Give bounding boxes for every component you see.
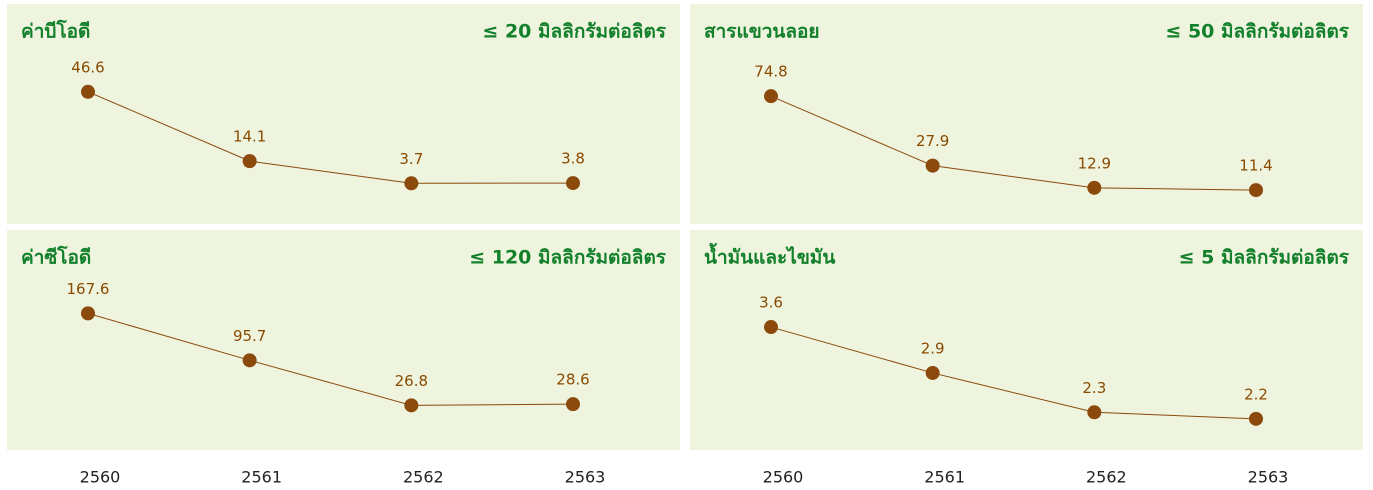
point [242, 353, 257, 368]
line [87, 312, 574, 406]
x-tick-label: 2561 [924, 468, 965, 487]
value-label: 46.6 [71, 58, 104, 76]
value-label: 2.3 [1082, 379, 1106, 397]
value-label: 74.8 [754, 63, 787, 81]
point [404, 176, 419, 191]
point [1249, 183, 1263, 198]
chart-title: สารแขวนลอย [704, 21, 820, 43]
value-label: 14.1 [233, 128, 266, 146]
point [1087, 405, 1102, 420]
value-label: 26.8 [395, 372, 428, 390]
value-label: 28.6 [556, 371, 589, 389]
value-label: 2.2 [1244, 385, 1268, 403]
x-tick-label: 2560 [763, 468, 804, 487]
point [764, 320, 778, 335]
value-label: 3.6 [759, 294, 783, 312]
x-tick-label: 2563 [1248, 468, 1289, 487]
line [87, 91, 574, 184]
panel [690, 230, 1363, 450]
value-label: 3.8 [561, 150, 585, 168]
x-tick-label: 2560 [80, 468, 121, 487]
chart-subtitle: ≤ 5 มิลลิกรัมต่อลิตร [1179, 247, 1350, 269]
point [242, 154, 257, 169]
line [770, 95, 1257, 191]
point [566, 176, 580, 191]
chart-subtitle: ≤ 120 มิลลิกรัมต่อลิตร [469, 247, 667, 269]
point [925, 365, 940, 380]
panel [7, 230, 680, 450]
point [764, 89, 778, 104]
value-label: 167.6 [67, 280, 110, 298]
chart-title: ค่าซีโอดี [21, 246, 91, 269]
x-tick-label: 2562 [1086, 468, 1127, 487]
point [1087, 180, 1102, 195]
chart-title: น้ำมันและไขมัน [704, 243, 835, 269]
x-tick-label: 2562 [403, 468, 444, 487]
value-label: 95.7 [233, 327, 266, 345]
chart-subtitle: ≤ 20 มิลลิกรัมต่อลิตร [482, 21, 666, 43]
chart-title: ค่าบีโอดี [21, 20, 90, 43]
line [770, 326, 1257, 420]
point [81, 306, 95, 321]
value-label: 3.7 [399, 150, 423, 168]
point [925, 158, 940, 173]
chart-subtitle: ≤ 50 มิลลิกรัมต่อลิตร [1165, 21, 1349, 43]
point [404, 398, 419, 413]
value-label: 11.4 [1239, 157, 1272, 175]
point [1249, 411, 1263, 426]
x-tick-label: 2563 [565, 468, 606, 487]
value-label: 12.9 [1078, 154, 1111, 172]
value-label: 27.9 [916, 132, 949, 150]
x-tick-label: 2561 [241, 468, 282, 487]
point [81, 84, 95, 99]
value-label: 2.9 [921, 339, 945, 357]
point [566, 397, 580, 412]
